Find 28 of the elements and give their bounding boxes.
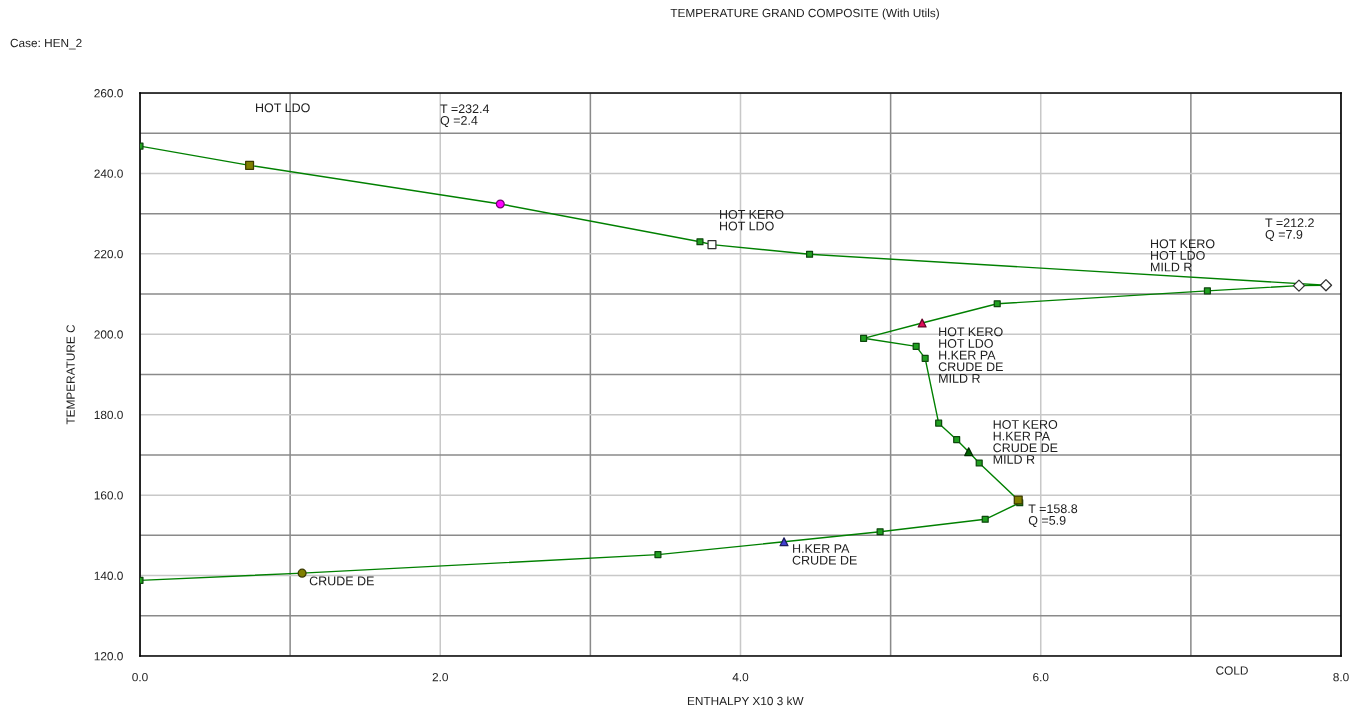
x-tick-label: 2.0 xyxy=(432,672,448,682)
y-tick-label: 200.0 xyxy=(94,330,123,339)
text: COLD xyxy=(1216,666,1248,675)
x-tick-label: 8.0 xyxy=(1333,672,1349,682)
y-tick-label: 260.0 xyxy=(94,89,123,98)
x-tick-label: 6.0 xyxy=(1033,672,1049,682)
x-tick-label: 4.0 xyxy=(732,672,749,682)
annotation: HOT KERO HOT LDO MILD R xyxy=(1151,239,1215,272)
annotation: T =158.8 Q =5.9 xyxy=(1028,504,1078,528)
y-tick-label: 180.0 xyxy=(94,410,123,420)
annotation: HOT LDO xyxy=(256,103,310,113)
x-tick-label: 0.0 xyxy=(132,672,148,682)
y-axis-title: TEMPERATURE C xyxy=(66,324,75,425)
y-tick-label: 120.0 xyxy=(94,652,123,661)
x-axis-title: ENTHALPY X10 3 kW xyxy=(687,696,804,706)
y-tick-label: 240.0 xyxy=(94,169,123,178)
annotation: H.KER PA CRUDE DE xyxy=(792,544,857,565)
annotation: HOT KERO HOT LDO xyxy=(720,209,784,231)
y-tick-label: 160.0 xyxy=(94,491,123,500)
annotation: T =232.4 Q =2.4 xyxy=(440,104,490,128)
annotation: HOT KERO H.KER PA CRUDE DE MILD R xyxy=(993,420,1058,464)
y-tick-label: 140.0 xyxy=(94,571,123,580)
chart-title: TEMPERATURE GRAND COMPOSITE (With Utils) xyxy=(670,8,939,20)
y-tick-label: 220.0 xyxy=(94,249,123,259)
annotation: CRUDE DE xyxy=(309,576,374,586)
annotation: HOT KERO HOT LDO H.KER PA CRUDE DE MILD R xyxy=(938,327,1003,383)
annotation: T =212.2 Q =7.9 xyxy=(1265,218,1314,242)
chart-subtitle: Case: HEN_2 xyxy=(10,38,82,50)
